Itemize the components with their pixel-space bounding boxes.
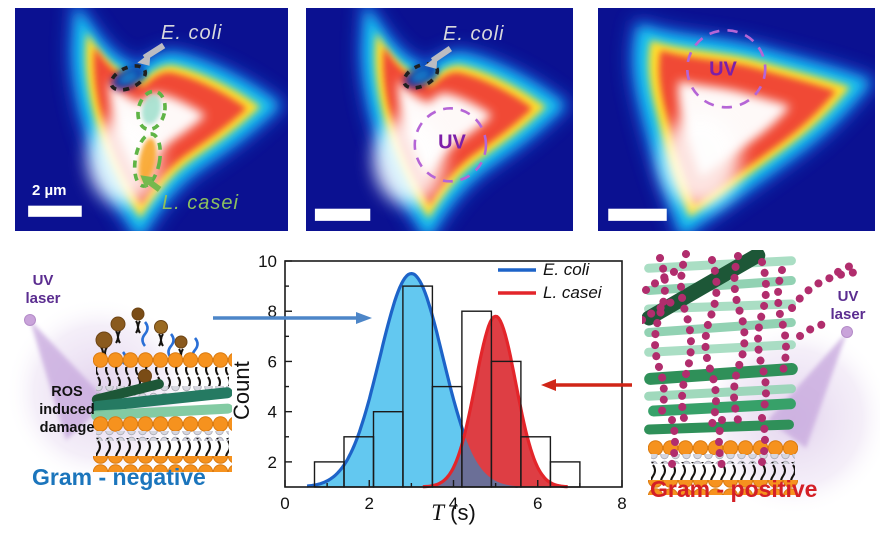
uv-laser-label-line2: laser [25, 290, 61, 307]
gram-negative-arrow-icon [213, 312, 372, 324]
chains-through-membrane [668, 414, 769, 470]
x-tick-label: 0 [280, 494, 289, 513]
ros-line2: induced [39, 402, 95, 418]
scalebar-label: 2 µm [32, 182, 67, 199]
y-tick-label: 10 [258, 252, 277, 271]
heatmap-panel-1: E. coli L. casei 2 µm [15, 8, 288, 231]
scalebar [28, 205, 82, 217]
lcasei-curve-area [422, 316, 568, 487]
x-tick-label: 4 [449, 494, 458, 513]
y-axis-label: Count [229, 361, 254, 420]
y-tick-label: 6 [268, 352, 277, 371]
lcasei-warm-spot [138, 94, 162, 183]
legend-ecoli-label: E. coli [543, 260, 590, 279]
heatmap-image-1 [15, 8, 288, 231]
lcasei-curve-line [422, 314, 568, 489]
gram-negative-diagram: UV laser ROS induced damage Gram - negat… [0, 252, 232, 533]
gram-negative-label: Gram - negative [32, 464, 206, 490]
heatmap-image-2 [306, 8, 573, 231]
gram-positive-illustration [642, 250, 880, 516]
histogram-plot: 0 2 4 6 8 2 4 6 8 10 [258, 252, 627, 513]
lcasei-label: L. casei [162, 192, 239, 214]
uv-laser-label: UV laser [820, 288, 876, 324]
uv-laser-beam-icon [24, 314, 108, 440]
ros-line1: ROS [51, 384, 83, 400]
heatmap-panel-2: E. coli UV [306, 8, 573, 231]
uv-dashed-circle [685, 28, 767, 109]
x-axis-label: T (s) [285, 500, 622, 526]
x-tick-label: 8 [617, 494, 626, 513]
gram-positive-arrow-icon [541, 379, 632, 391]
outer-membrane [93, 352, 232, 396]
uv-laser-label-line1: UV [837, 288, 859, 305]
ecoli-arrow-icon [137, 42, 166, 66]
x-tick-label: 2 [365, 494, 374, 513]
scalebar [608, 208, 667, 221]
legend-lcasei-label: L. casei [543, 283, 602, 302]
x-axis-unit: (s) [450, 500, 476, 525]
uv-label: UV [438, 131, 466, 154]
x-tick-label: 6 [533, 494, 542, 513]
uv-dashed-circle [413, 107, 488, 183]
inner-membrane [93, 416, 232, 472]
scalebar [314, 208, 371, 221]
heatmap-blob [373, 40, 546, 216]
released-molecules [788, 261, 868, 340]
heatmap-image-3 [598, 8, 875, 231]
ecoli-dashed-outline [402, 62, 440, 90]
uv-laser-label-line2: laser [830, 306, 866, 323]
uv-laser-label: UV laser [20, 272, 66, 308]
lcasei-dashed-outline [132, 89, 167, 188]
y-tick-label: 2 [268, 453, 277, 472]
uv-laser-beam-icon [768, 326, 853, 448]
heatmap-blob [647, 40, 851, 216]
histogram-chart: 0 2 4 6 8 2 4 6 8 10 Count T (s) E. coli L. casei [225, 252, 630, 533]
y-tick-label: 4 [268, 403, 277, 422]
ecoli-label: E. coli [443, 23, 505, 45]
uv-label: UV [709, 58, 737, 81]
axis-ticks [284, 260, 623, 487]
overlap-area [386, 437, 575, 487]
tick-labels: 0 2 4 6 8 2 4 6 8 10 [258, 252, 627, 513]
membrane-illustration [91, 307, 232, 472]
gram-positive-diagram: UV laser Gram - positive [642, 250, 880, 533]
gram-positive-label: Gram - positive [650, 476, 818, 502]
gram-negative-illustration [5, 297, 232, 487]
ecoli-label: E. coli [161, 22, 223, 44]
ecoli-arrow-icon [424, 46, 453, 69]
uv-laser-label-line1: UV [32, 272, 54, 289]
teichoic-acid-chains [642, 250, 790, 430]
ros-damage-label: ROS induced damage [28, 383, 106, 437]
heatmap-panel-3: UV [598, 8, 875, 231]
ecoli-dashed-outline [109, 64, 148, 92]
x-axis-symbol: T [431, 500, 444, 525]
lcasei-arrow-icon [140, 175, 162, 192]
ros-line3: damage [39, 420, 95, 436]
y-tick-label: 8 [268, 302, 277, 321]
